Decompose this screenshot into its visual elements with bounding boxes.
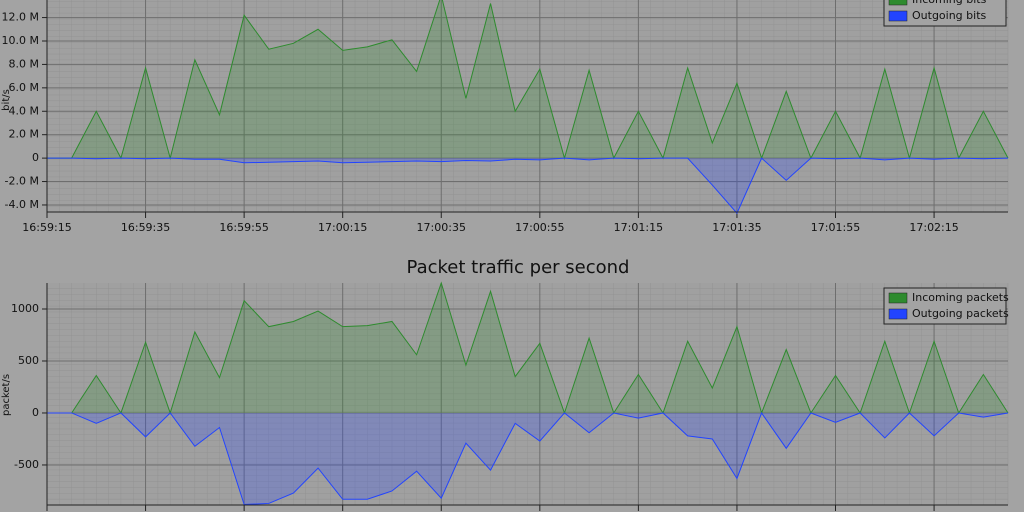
legend-swatch — [888, 292, 908, 304]
series-line — [47, 0, 1009, 161]
y-tick-label: 4.0 M — [9, 104, 39, 117]
x-tick-label: 17:01:55 — [811, 221, 860, 234]
legend-swatch — [888, 10, 908, 22]
legend-label: Incoming packets — [912, 291, 1009, 304]
area-fill — [47, 412, 1008, 505]
y-tick-label: 500 — [18, 354, 39, 367]
y-axis-label: packet/s — [1, 374, 12, 416]
area-fill — [47, 0, 1008, 159]
legend-label: Incoming bits — [912, 0, 987, 6]
y-tick-label: -4.0 M — [5, 198, 39, 211]
x-tick-label: 17:00:15 — [318, 221, 367, 234]
x-tick-label: 17:01:15 — [614, 221, 663, 234]
y-axis-label: bit/s — [1, 89, 12, 111]
series-line — [47, 411, 1009, 505]
chart-title: Packet traffic per second — [407, 257, 630, 278]
x-tick-label: 16:59:15 — [22, 221, 71, 234]
y-tick-label: -500 — [14, 458, 39, 471]
x-tick-label: 17:01:35 — [712, 221, 761, 234]
legend-swatch — [888, 0, 908, 6]
y-tick-label: 12.0 M — [2, 11, 39, 24]
legend-swatch — [888, 308, 908, 320]
area-fill — [47, 283, 1008, 413]
x-tick-label: 16:59:35 — [121, 221, 170, 234]
x-tick-label: 17:00:35 — [417, 221, 466, 234]
y-tick-label: 0 — [32, 406, 39, 419]
x-tick-label: 16:59:55 — [219, 221, 268, 234]
y-tick-label: 0 — [32, 151, 39, 164]
series-line — [47, 281, 1009, 415]
y-tick-label: 8.0 M — [9, 57, 39, 70]
y-tick-label: 1000 — [11, 302, 39, 315]
y-tick-label: 2.0 M — [9, 128, 39, 141]
series-line — [47, 157, 1009, 215]
y-tick-label: -2.0 M — [5, 175, 39, 188]
legend-label: Outgoing bits — [912, 9, 987, 22]
x-tick-label: 17:00:55 — [515, 221, 564, 234]
y-tick-label: 6.0 M — [9, 81, 39, 94]
y-tick-label: 10.0 M — [2, 34, 39, 47]
x-tick-label: 17:02:15 — [909, 221, 958, 234]
legend-label: Outgoing packets — [912, 307, 1009, 320]
